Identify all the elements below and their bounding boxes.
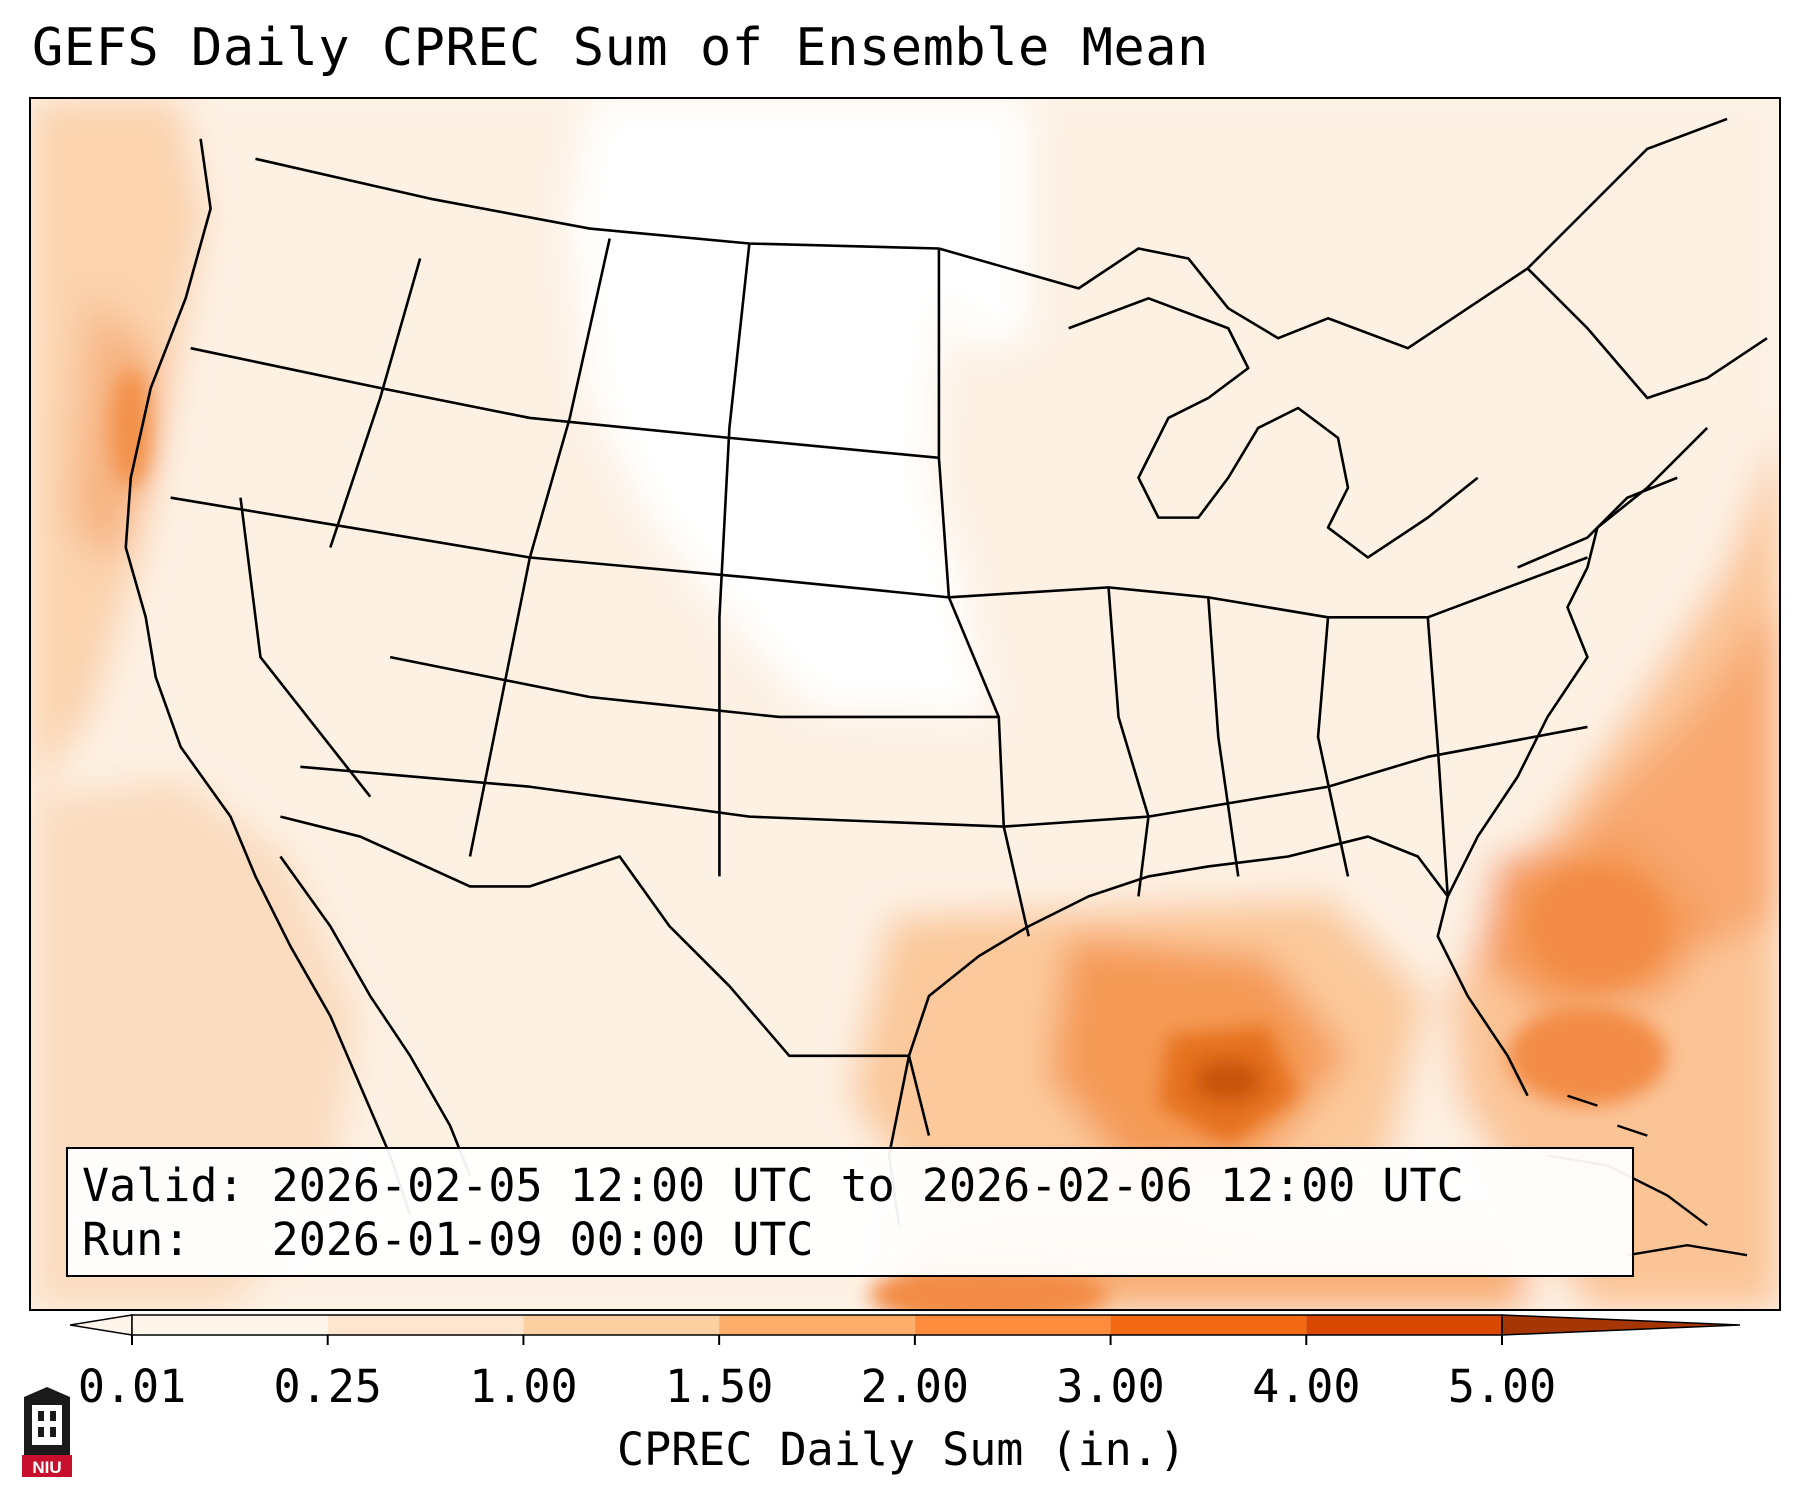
colorbar-tick-label: 0.01 bbox=[77, 1360, 187, 1413]
niu-logo: NIU bbox=[22, 1387, 72, 1477]
colorbar-extend-low bbox=[70, 1314, 133, 1336]
colorbar-tick-label: 1.50 bbox=[664, 1360, 774, 1413]
run-time-text: Run: 2026-01-09 00:00 UTC bbox=[82, 1213, 814, 1266]
colorbar-extend-high bbox=[1501, 1314, 1740, 1336]
colorbar-border bbox=[131, 1314, 1503, 1336]
colorbar-tick-label: 0.25 bbox=[273, 1360, 382, 1413]
colorbar-segment bbox=[132, 1315, 328, 1335]
precip-field bbox=[31, 99, 1779, 1309]
colorbar-tick-label: 2.00 bbox=[860, 1360, 970, 1413]
colorbar-segment bbox=[914, 1315, 1111, 1335]
colorbar-segment bbox=[1110, 1315, 1307, 1335]
colorbar-label: CPREC Daily Sum (in.) bbox=[617, 1423, 1186, 1476]
colorbar-segment bbox=[1306, 1315, 1502, 1335]
svg-text:NIU: NIU bbox=[32, 1458, 61, 1477]
map-title: GEFS Daily CPREC Sum of Ensemble Mean bbox=[32, 18, 1209, 78]
valid-run-info-box: Valid: 2026-02-05 12:00 UTC to 2026-02-0… bbox=[66, 1147, 1634, 1277]
boundary-lines bbox=[124, 117, 1768, 1226]
valid-time-text: Valid: 2026-02-05 12:00 UTC to 2026-02-0… bbox=[82, 1159, 1464, 1212]
colorbar-tick-label: 3.00 bbox=[1056, 1360, 1165, 1413]
precipitation-map bbox=[29, 97, 1781, 1311]
colorbar-tick-label: 5.00 bbox=[1447, 1360, 1557, 1413]
colorbar-segment bbox=[327, 1315, 524, 1335]
colorbar-segment bbox=[719, 1315, 915, 1335]
colorbar-tick-label: 4.00 bbox=[1252, 1360, 1361, 1413]
colorbar-segment bbox=[523, 1315, 720, 1335]
colorbar-tick-label: 1.00 bbox=[469, 1360, 578, 1413]
colorbar bbox=[70, 1314, 1740, 1345]
